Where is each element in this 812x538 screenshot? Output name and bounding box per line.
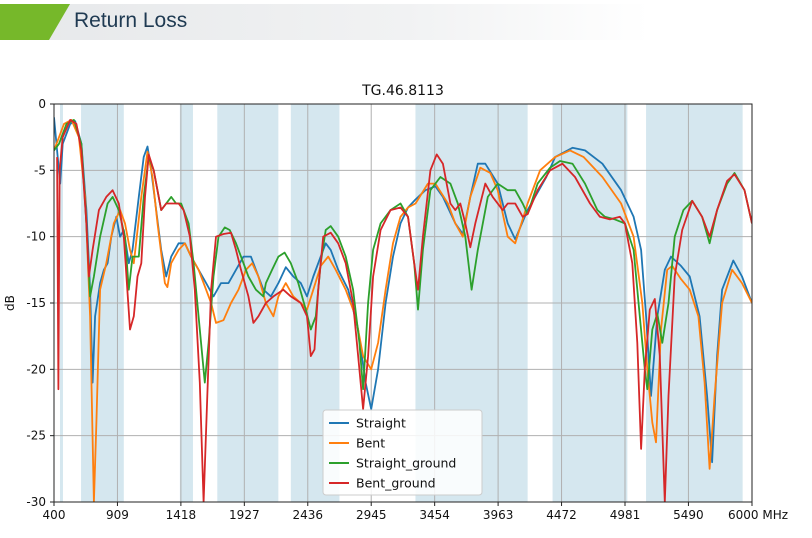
y-axis-label: dB (3, 295, 17, 311)
y-tick-label: -30 (26, 495, 46, 509)
x-tick-label: 400 (43, 508, 66, 522)
section-title: Return Loss (74, 9, 188, 32)
x-tick-label: 909 (106, 508, 129, 522)
legend: Straight Bent Straight_ground Bent_ground (322, 409, 483, 496)
x-tick-label: 3454 (419, 508, 450, 522)
section-header-bar (0, 4, 812, 40)
legend-label: Straight (356, 416, 406, 431)
series-lines (54, 117, 752, 502)
legend-label: Bent_ground (356, 476, 436, 491)
y-tick-label: 0 (38, 97, 46, 111)
legend-label: Straight_ground (356, 456, 456, 471)
legend-box (322, 409, 483, 496)
x-tick-label: 2436 (292, 508, 323, 522)
x-tick-label: 4472 (546, 508, 577, 522)
chart-title: TG.46.8113 (361, 83, 444, 99)
series-line-bent-ground (56, 119, 752, 502)
y-tick-label: -15 (26, 296, 46, 310)
x-tick-label: 5490 (673, 508, 704, 522)
x-tick-label: 1418 (166, 508, 197, 522)
y-tick-label: -25 (26, 429, 46, 443)
y-tick-label: -5 (34, 163, 46, 177)
series-line-bent (54, 119, 752, 502)
x-tick-label: 4981 (610, 508, 641, 522)
x-tick-label: 1927 (229, 508, 260, 522)
axis-ticks: 400 909 1418 1927 2436 2945 3454 3963 4472 4981 54… (26, 97, 788, 522)
x-tick-label: 2945 (356, 508, 387, 522)
x-tick-label: 6000 MHz (728, 508, 788, 522)
x-tick-label: 3963 (483, 508, 514, 522)
legend-label: Bent (356, 436, 385, 451)
y-tick-label: -20 (26, 362, 46, 376)
y-tick-label: -10 (26, 230, 46, 244)
